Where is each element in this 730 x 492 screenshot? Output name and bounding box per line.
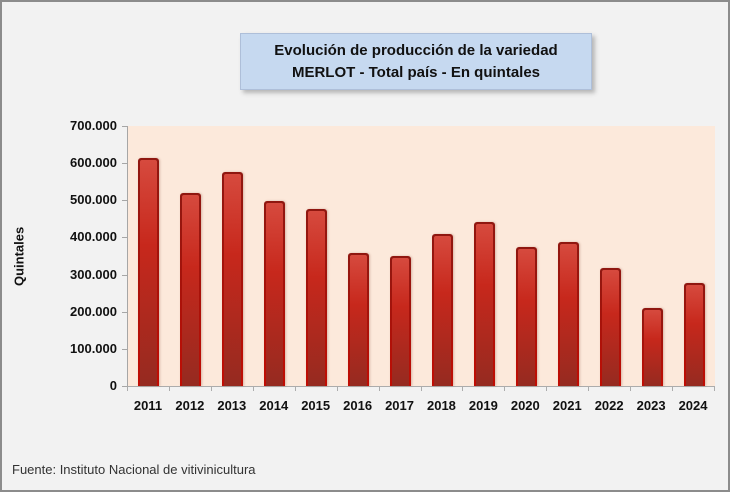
- bar-2011: [138, 157, 160, 386]
- y-axis-tick: [122, 274, 127, 276]
- x-axis-tick: [420, 387, 422, 391]
- bar-fill: [224, 174, 242, 386]
- x-axis-tick: [168, 387, 170, 391]
- x-axis-label: 2019: [468, 398, 498, 413]
- bar-fill: [182, 194, 200, 386]
- x-axis-tick: [588, 387, 590, 391]
- y-axis-tick: [122, 237, 127, 239]
- x-axis-label: 2024: [678, 398, 708, 413]
- y-axis-title: Quintales: [11, 226, 27, 286]
- bar-2021: [557, 242, 579, 386]
- x-axis-tick: [630, 387, 632, 391]
- bar-fill: [350, 255, 368, 386]
- bar-2018: [431, 234, 453, 386]
- chart-title: Evolución de producción de la variedad M…: [240, 33, 592, 90]
- bar-2014: [264, 201, 286, 386]
- y-axis-tick: [122, 163, 127, 165]
- x-axis-label: 2023: [636, 398, 666, 413]
- source-note: Fuente: Instituto Nacional de vitivinicu…: [12, 462, 256, 477]
- bar-2015: [306, 208, 328, 386]
- bar-fill: [643, 310, 661, 386]
- y-axis-tick-label: 700.000: [70, 118, 117, 133]
- bar-2016: [348, 253, 370, 386]
- x-axis-tick: [672, 387, 674, 391]
- bar-fill: [475, 223, 493, 386]
- chart-title-line1: Evolución de producción de la variedad: [274, 41, 558, 59]
- y-axis-tick: [122, 126, 127, 127]
- x-axis-label: 2020: [510, 398, 540, 413]
- x-axis-label: 2016: [343, 398, 373, 413]
- x-axis-tick: [714, 387, 715, 391]
- x-axis-tick: [252, 387, 254, 391]
- bar-2020: [515, 247, 537, 386]
- x-axis-label: 2014: [259, 398, 289, 413]
- y-axis-tick-label: 0: [109, 378, 117, 393]
- x-axis-label: 2013: [217, 398, 247, 413]
- bar-2019: [473, 221, 495, 386]
- bar-2022: [599, 268, 621, 386]
- y-axis-tick-label: 200.000: [70, 303, 117, 319]
- y-axis-tick-label: 500.000: [70, 192, 117, 208]
- bar-2023: [641, 308, 663, 386]
- y-axis-tick-label: 100.000: [70, 340, 117, 356]
- x-axis-tick: [294, 387, 296, 391]
- x-axis-label: 2011: [133, 398, 163, 413]
- bar-fill: [308, 210, 326, 386]
- x-axis-label: 2022: [594, 398, 624, 413]
- bar-2012: [180, 192, 202, 386]
- y-axis-tick: [122, 386, 127, 387]
- bar-fill: [392, 258, 410, 386]
- x-axis-tick: [378, 387, 380, 391]
- y-axis-tick-label: 400.000: [70, 229, 117, 245]
- y-axis-tick-label: 600.000: [70, 155, 117, 171]
- bar-fill: [601, 270, 619, 386]
- bar-2017: [390, 256, 412, 386]
- bar-fill: [517, 249, 535, 386]
- x-axis-label: 2012: [175, 398, 205, 413]
- chart-title-line2: MERLOT - Total país - En quintales: [291, 63, 541, 81]
- x-axis-label: 2017: [385, 398, 414, 413]
- x-axis-tick: [462, 387, 464, 391]
- bar-fill: [559, 244, 577, 386]
- x-axis-label: 2015: [301, 398, 331, 413]
- bar-fill: [685, 284, 703, 386]
- y-axis-tick: [122, 311, 127, 313]
- x-axis-tick: [210, 387, 212, 391]
- x-axis-label: 2018: [426, 398, 456, 413]
- plot-area: [127, 126, 715, 387]
- y-axis-tick: [122, 348, 127, 350]
- bar-2024: [683, 282, 705, 386]
- x-axis-tick: [504, 387, 506, 391]
- bar-fill: [266, 203, 284, 386]
- x-axis-tick: [127, 387, 128, 391]
- y-axis-tick: [122, 200, 127, 202]
- bar-fill: [140, 159, 158, 386]
- bar-2013: [222, 172, 244, 386]
- x-axis-tick: [546, 387, 548, 391]
- y-axis-tick-label: 300.000: [70, 266, 117, 282]
- x-axis-label: 2021: [552, 398, 582, 413]
- x-axis-tick: [336, 387, 338, 391]
- bar-fill: [433, 236, 451, 386]
